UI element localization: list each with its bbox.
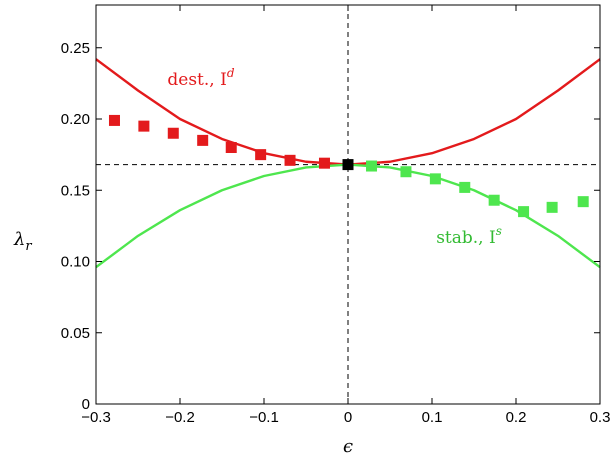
marker-series-3-point-7	[577, 196, 589, 208]
marker-series-2-point-3	[197, 134, 209, 146]
marker-series-2-point-0	[108, 114, 120, 126]
annotation-0: dest., Id	[167, 66, 234, 90]
y-axis-label-sub: r	[25, 239, 32, 254]
x-tick-label-4: 0.1	[422, 409, 443, 426]
y-tick-label-1: 0.05	[61, 325, 90, 342]
annotation-1-superscript: s	[496, 224, 502, 238]
y-tick-label-5: 0.25	[61, 40, 90, 57]
y-axis-label-main: λ	[13, 229, 25, 250]
x-axis-label: ϵ	[343, 436, 353, 457]
marker-series-3-point-2	[429, 173, 441, 185]
marker-series-3-point-3	[459, 181, 471, 193]
x-tick-label-2: −0.1	[249, 409, 279, 426]
marker-series-2-point-5	[255, 149, 267, 161]
y-tick-label-2: 0.10	[61, 254, 90, 271]
annotation-0-text: dest., I	[167, 70, 226, 90]
marker-series-2-point-7	[318, 157, 330, 169]
x-tick-label-6: 0.3	[590, 409, 611, 426]
x-tick-label-5: 0.2	[506, 409, 527, 426]
annotation-1-text: stab., I	[436, 228, 496, 248]
x-tick-label-3: 0	[344, 409, 352, 426]
marker-series-4-point-0	[342, 159, 354, 171]
marker-series-2-point-2	[167, 127, 179, 139]
y-tick-label-0: 0	[82, 396, 90, 413]
y-axis-label: λr	[13, 229, 32, 254]
marker-series-2-point-4	[225, 142, 237, 153]
marker-series-3-point-0	[366, 160, 378, 172]
y-tick-label-4: 0.20	[61, 111, 90, 128]
x-tick-label-1: −0.2	[165, 409, 195, 426]
x-tick-label-0: −0.3	[81, 409, 111, 426]
marker-series-2-point-6	[284, 154, 296, 166]
annotation-0-superscript: d	[227, 66, 235, 80]
marker-series-3-point-1	[400, 166, 412, 178]
marker-series-3-point-5	[518, 206, 530, 218]
marker-series-3-point-6	[546, 201, 558, 213]
marker-series-2-point-1	[138, 120, 150, 132]
annotation-1: stab., Is	[436, 224, 502, 248]
y-tick-label-3: 0.15	[61, 182, 90, 199]
marker-series-3-point-4	[488, 194, 500, 206]
